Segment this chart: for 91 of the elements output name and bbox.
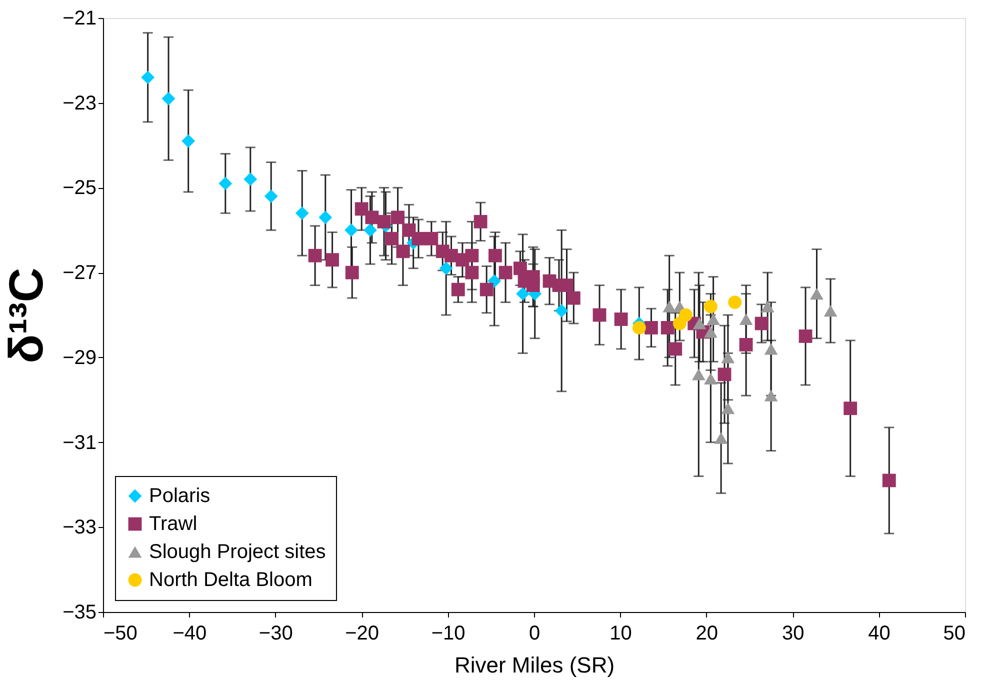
point: [704, 300, 718, 314]
point: [364, 223, 377, 237]
point: [141, 70, 155, 84]
point: [365, 210, 379, 224]
point: [244, 172, 258, 186]
point: [451, 282, 465, 296]
point: [182, 134, 196, 148]
point: [714, 432, 728, 444]
point: [692, 318, 706, 330]
point: [412, 232, 426, 246]
point: [704, 326, 718, 338]
point: [377, 214, 391, 228]
y-tick-label: −23: [62, 92, 96, 114]
point: [728, 296, 742, 309]
point: [498, 266, 512, 280]
point: [354, 202, 368, 216]
x-tick-label: 20: [696, 622, 718, 644]
legend-label: Slough Project sites: [149, 541, 326, 563]
x-axis-title: River Miles (SR): [454, 652, 615, 678]
point: [764, 390, 778, 402]
x-tick-label: 40: [868, 622, 890, 644]
point: [264, 189, 278, 203]
point: [554, 304, 568, 318]
point: [679, 308, 692, 322]
point: [318, 210, 332, 224]
x-tick-label: 10: [610, 622, 632, 644]
legend-label: Polaris: [149, 485, 210, 507]
x-tick-label: −10: [431, 622, 466, 644]
point: [391, 210, 405, 224]
x-tick-label: 0: [528, 622, 540, 644]
point: [560, 278, 574, 292]
point: [424, 232, 438, 246]
y-tick-label: −33: [62, 516, 96, 539]
legend-label: North Delta Bloom: [149, 569, 312, 591]
x-tick-label: −40: [172, 622, 207, 644]
x-tick-label: 30: [782, 622, 804, 644]
point: [739, 338, 753, 352]
x-tick-label: −50: [104, 622, 138, 644]
point: [345, 266, 359, 280]
point: [488, 248, 502, 262]
point: [514, 262, 527, 276]
point: [592, 308, 606, 322]
point: [465, 248, 479, 262]
point: [739, 313, 753, 326]
point: [566, 291, 580, 305]
point: [760, 300, 774, 312]
point: [344, 223, 358, 237]
point: [718, 368, 732, 382]
y-tick-label: −31: [62, 432, 96, 454]
point: [706, 313, 720, 326]
point: [465, 266, 479, 280]
point: [385, 232, 398, 246]
point: [295, 206, 309, 220]
y-axis-title: δ¹³C: [0, 268, 54, 364]
point: [692, 368, 706, 380]
point: [824, 304, 838, 317]
legend-label: Trawl: [149, 513, 198, 535]
point: [668, 342, 682, 356]
point: [754, 316, 768, 330]
y-tick-label: −27: [62, 262, 96, 284]
y-tick-label: −29: [62, 346, 96, 369]
point: [882, 474, 896, 488]
point: [810, 288, 824, 300]
point: [326, 253, 339, 267]
point: [488, 274, 502, 288]
point: [162, 92, 176, 106]
point: [662, 300, 676, 312]
point: [474, 214, 488, 228]
point: [439, 262, 453, 276]
point: [218, 176, 232, 190]
point: [844, 402, 858, 416]
point: [660, 321, 674, 334]
point: [632, 321, 646, 334]
point: [396, 244, 410, 258]
y-tick-label: −21: [62, 8, 96, 30]
point: [526, 278, 540, 292]
y-tick-label: −35: [62, 602, 96, 624]
point: [798, 330, 812, 343]
point: [704, 372, 718, 384]
point: [308, 248, 322, 262]
x-tick-label: −20: [345, 622, 380, 644]
point: [516, 287, 530, 300]
x-tick-label: −30: [258, 622, 293, 644]
point: [480, 282, 494, 296]
point: [721, 352, 735, 364]
point: [764, 343, 778, 355]
point: [721, 402, 735, 414]
point: [614, 312, 628, 326]
x-tick-label: 50: [943, 622, 966, 644]
point: [644, 321, 658, 334]
y-tick-label: −25: [62, 177, 96, 200]
